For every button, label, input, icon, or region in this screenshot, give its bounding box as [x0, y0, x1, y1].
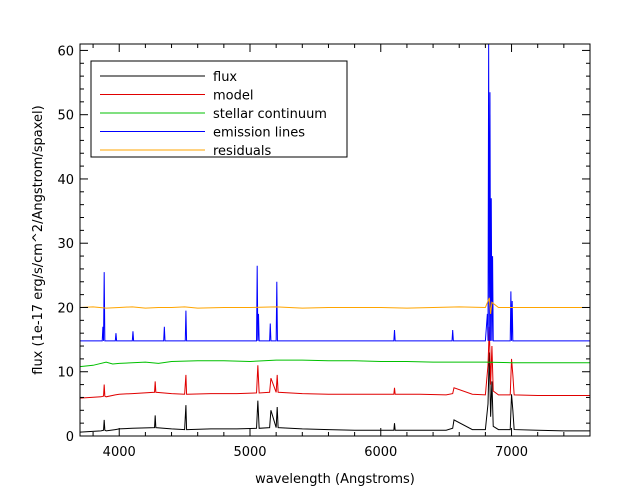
y-tick-label: 10	[57, 366, 74, 381]
y-tick-label: 60	[57, 44, 74, 59]
series-line-stellar-continuum	[80, 359, 590, 368]
legend-label-emission-lines: emission lines	[213, 126, 305, 141]
legend-items: flux model stellar continuum emission lines…	[100, 70, 327, 159]
x-tick-label: 4000	[103, 445, 136, 460]
x-tick-label: 7000	[495, 445, 528, 460]
legend-box	[90, 60, 348, 158]
x-tick-label: 6000	[364, 445, 397, 460]
y-axis-label: flux (1e-17 erg/s/cm^2/Angstrom/spaxel)	[31, 105, 46, 375]
ticks-layer: 4000 5000 6000 7000 0 10 20 30 40 50 60	[57, 44, 590, 460]
y-tick-label: 30	[57, 237, 74, 252]
plot-frame	[79, 43, 591, 437]
y-tick-label: 40	[57, 173, 74, 188]
y-tick-label: 50	[57, 109, 74, 124]
y-tick-label: 20	[57, 301, 74, 316]
legend: flux model stellar continuum emission lines…	[90, 60, 348, 159]
series-layer	[80, 44, 590, 433]
series-line-emission-lines	[80, 44, 590, 342]
legend-label-stellar-continuum: stellar continuum	[213, 107, 327, 122]
x-tick-label: 5000	[233, 445, 266, 460]
x-axis-label: wavelength (Angstroms)	[255, 472, 415, 487]
series-line-model	[80, 326, 590, 399]
series-line-flux	[80, 352, 590, 433]
y-tick-label: 0	[66, 430, 74, 445]
legend-label-residuals: residuals	[213, 144, 272, 159]
series-line-residuals	[80, 297, 590, 314]
legend-label-model: model	[213, 89, 253, 104]
legend-label-flux: flux	[213, 70, 237, 85]
